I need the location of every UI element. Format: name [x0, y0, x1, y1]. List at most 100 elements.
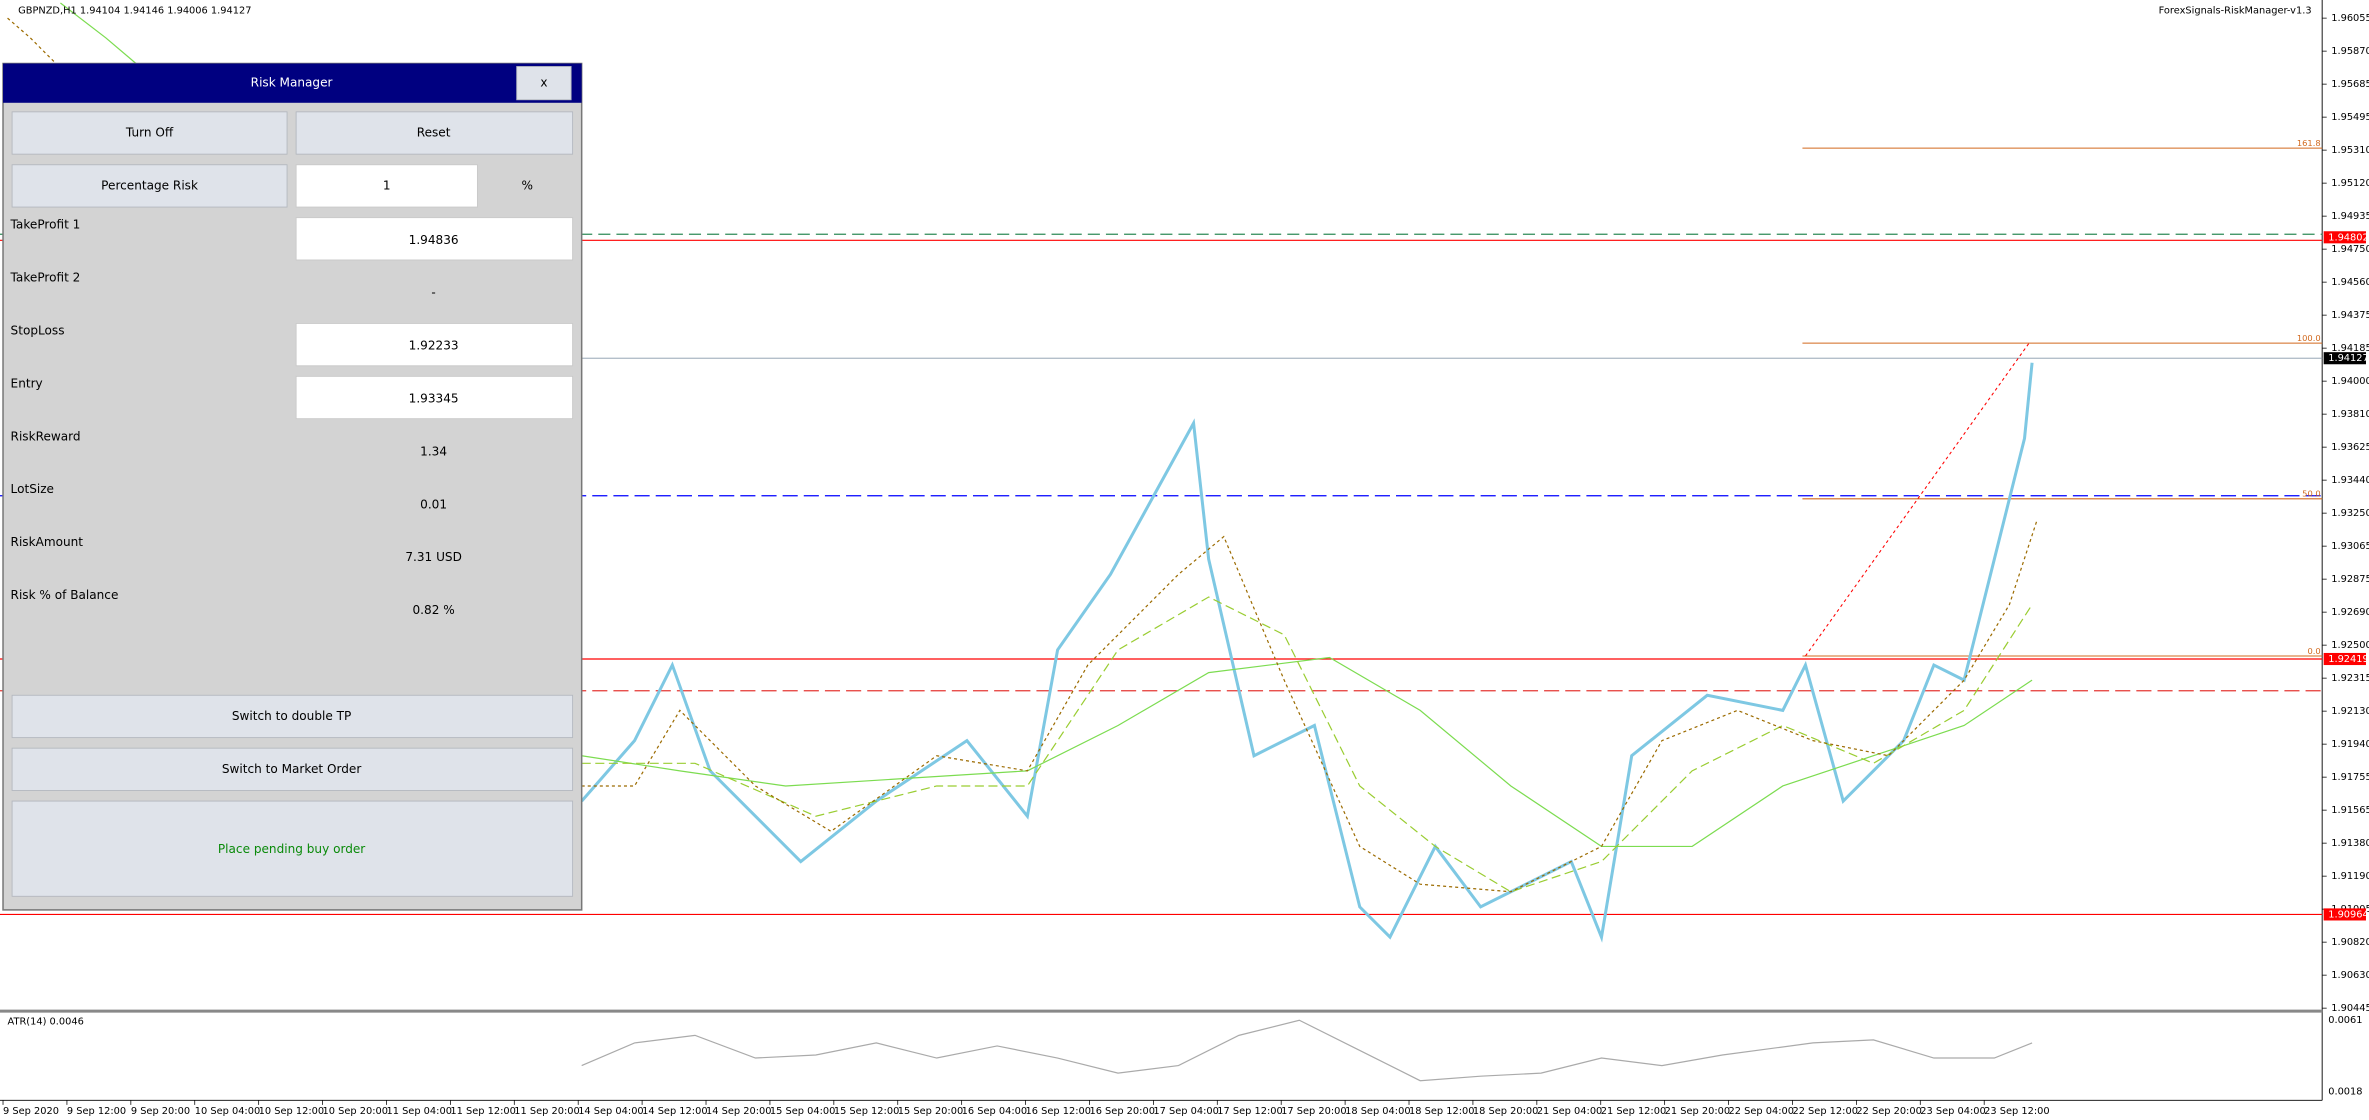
close-button[interactable] [516, 66, 572, 101]
market-order-button[interactable] [11, 747, 574, 791]
price-label: 1.94935 [2331, 211, 2369, 222]
time-label: 10 Sep 04:00 [195, 1106, 260, 1117]
price-label: 1.93625 [2331, 442, 2369, 453]
price-label: 1.91190 [2331, 871, 2369, 882]
fibo-label: 0.0 [2307, 646, 2320, 656]
ma-fast [581, 521, 2038, 893]
row-label: RiskAmount [11, 535, 84, 549]
atr-axis-top: 0.0061 [2328, 1015, 2362, 1026]
risk-unit: % [522, 178, 533, 192]
time-label: 14 Sep 12:00 [642, 1106, 707, 1117]
fibo-label: 50.0 [2302, 489, 2320, 499]
fibo-lines: 161.8 100.0 50.0 0.0 [1802, 138, 2323, 657]
price-label: 1.94750 [2331, 244, 2369, 255]
time-label: 10 Sep 12:00 [259, 1106, 324, 1117]
time-label: 9 Sep 2020 [3, 1106, 59, 1117]
price-label: 1.92130 [2331, 706, 2369, 717]
turn-off-button[interactable] [11, 111, 288, 155]
time-label: 14 Sep 20:00 [706, 1106, 771, 1117]
indicator-name: ForexSignals-RiskManager-v1.3 [2159, 6, 2312, 17]
reset-button[interactable] [295, 111, 574, 155]
price-label: 1.91755 [2331, 772, 2369, 783]
time-label: 11 Sep 12:00 [450, 1106, 515, 1117]
price-marker [2323, 352, 2366, 365]
price-label: 1.95685 [2331, 79, 2369, 90]
price-marker-label: 1.94802 [2328, 232, 2369, 243]
time-label: 18 Sep 20:00 [1473, 1106, 1538, 1117]
price-label: 1.93250 [2331, 508, 2369, 519]
time-label: 18 Sep 12:00 [1409, 1106, 1474, 1117]
ma-slow [581, 656, 2033, 848]
atr-axis-bottom: 0.0018 [2328, 1086, 2362, 1097]
time-label: 16 Sep 04:00 [962, 1106, 1027, 1117]
time-label: 10 Sep 20:00 [323, 1106, 388, 1117]
double-tp-button[interactable] [11, 694, 574, 739]
price-label: 1.94000 [2331, 376, 2369, 387]
ma-mid [581, 596, 2033, 893]
row-value: 1.92233 [409, 339, 459, 353]
place-order-button[interactable] [11, 800, 574, 897]
time-label: 22 Sep 20:00 [1856, 1106, 1921, 1117]
price-label: 1.90820 [2331, 937, 2369, 948]
price-label: 1.95870 [2331, 46, 2369, 57]
time-label: 21 Sep 12:00 [1601, 1106, 1666, 1117]
close-label: x [540, 76, 547, 90]
row-value: 1.34 [420, 444, 447, 458]
price-label: 1.91380 [2331, 838, 2369, 849]
price-label: 1.95310 [2331, 145, 2369, 156]
atr-line [581, 1019, 2033, 1082]
price-marker-label: 1.90964 [2328, 909, 2369, 920]
time-label: 16 Sep 20:00 [1089, 1106, 1154, 1117]
reset-label: Reset [417, 126, 451, 140]
time-label: 14 Sep 04:00 [578, 1106, 643, 1117]
time-label: 23 Sep 12:00 [1984, 1106, 2049, 1117]
percentage-risk-label: Percentage Risk [101, 178, 198, 192]
row-label: TakeProfit 1 [10, 218, 81, 232]
row-value: - [431, 286, 435, 300]
time-label: 15 Sep 04:00 [770, 1106, 835, 1117]
time-label: 11 Sep 04:00 [386, 1106, 451, 1117]
time-label: 18 Sep 04:00 [1345, 1106, 1410, 1117]
price-marker [2323, 908, 2366, 921]
price-label: 1.92315 [2331, 673, 2369, 684]
price-label: 1.90445 [2331, 1003, 2369, 1014]
row-box [295, 217, 574, 261]
symbol-info: GBPNZD,H1 1.94104 1.94146 1.94006 1.9412… [18, 6, 251, 17]
price-label: 1.94375 [2331, 310, 2369, 321]
price-marker-label: 1.92419 [2328, 654, 2369, 665]
time-label: 23 Sep 04:00 [1920, 1106, 1985, 1117]
time-label: 21 Sep 20:00 [1665, 1106, 1730, 1117]
time-label: 11 Sep 20:00 [514, 1106, 579, 1117]
market-order-label: Switch to Market Order [222, 762, 361, 776]
percentage-risk-button[interactable] [11, 164, 288, 208]
price-label: 1.93440 [2331, 475, 2369, 486]
row-label: TakeProfit 2 [10, 271, 81, 285]
fibo-label: 161.8 [2297, 138, 2321, 148]
fibo-label: 100.0 [2297, 333, 2321, 343]
row-value: 0.01 [420, 497, 447, 511]
row-value: 1.94836 [409, 233, 459, 247]
risk-input[interactable] [295, 164, 478, 208]
panel-title: Risk Manager [251, 76, 333, 90]
price-label: 1.92875 [2331, 574, 2369, 585]
fibo-trend [1805, 342, 2030, 657]
row-label: RiskReward [11, 429, 81, 443]
row-box [295, 375, 574, 420]
time-label: 17 Sep 12:00 [1217, 1106, 1282, 1117]
time-label: 22 Sep 04:00 [1729, 1106, 1794, 1117]
time-label: 9 Sep 20:00 [131, 1106, 190, 1117]
row-box [295, 323, 574, 367]
row-label: Entry [11, 376, 43, 390]
row-label: LotSize [11, 482, 54, 496]
price-label: 1.92500 [2331, 640, 2369, 651]
time-label: 15 Sep 12:00 [834, 1106, 899, 1117]
row-value: 1.93345 [409, 392, 459, 406]
panel-title-bar [3, 63, 582, 103]
time-label: 22 Sep 12:00 [1792, 1106, 1857, 1117]
time-label: 21 Sep 04:00 [1537, 1106, 1602, 1117]
row-label: StopLoss [11, 324, 65, 338]
risk-input-value: 1 [383, 178, 391, 192]
price-label: 1.93065 [2331, 541, 2369, 552]
price-label: 1.91940 [2331, 739, 2369, 750]
